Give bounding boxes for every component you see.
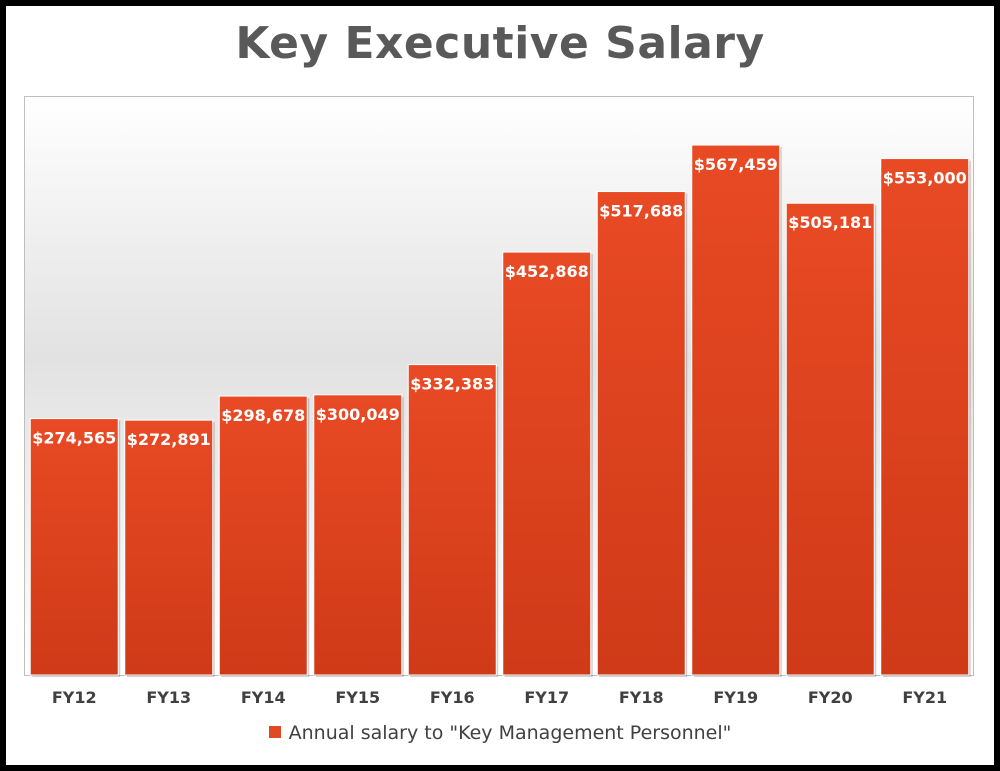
data-label: $332,383 — [410, 375, 494, 394]
x-tick-label: FY17 — [524, 688, 569, 707]
bar-fy15 — [313, 394, 403, 676]
bar-fy18 — [596, 191, 686, 676]
data-label: $300,049 — [316, 405, 400, 424]
x-tick-label: FY15 — [335, 688, 380, 707]
data-label: $567,459 — [694, 155, 778, 174]
data-label: $272,891 — [127, 430, 211, 449]
bar-fy13 — [124, 419, 214, 676]
x-tick-label: FY16 — [430, 688, 475, 707]
bar-fy20 — [785, 202, 875, 676]
bar-fy17 — [502, 251, 592, 676]
x-tick-label: FY21 — [902, 688, 947, 707]
bar-fy21 — [880, 158, 970, 676]
legend-swatch — [268, 726, 281, 738]
x-tick-label: FY14 — [241, 688, 286, 707]
x-tick-label: FY20 — [808, 688, 853, 707]
data-label: $517,688 — [599, 202, 683, 221]
data-label: $553,000 — [883, 169, 967, 188]
bar-fy16 — [407, 364, 497, 676]
legend: Annual salary to "Key Management Personn… — [0, 722, 1000, 744]
x-tick-label: FY12 — [52, 688, 97, 707]
bar-fy12 — [29, 418, 119, 676]
x-tick-label: FY19 — [713, 688, 758, 707]
x-tick-label: FY13 — [146, 688, 191, 707]
data-label: $274,565 — [32, 429, 116, 448]
bar-fy19 — [691, 144, 781, 676]
data-label: $298,678 — [221, 406, 305, 425]
chart-title: Key Executive Salary — [235, 18, 765, 69]
bar-fy14 — [218, 395, 308, 676]
legend-label: Annual salary to "Key Management Personn… — [288, 722, 732, 744]
x-tick-label: FY18 — [619, 688, 664, 707]
data-label: $505,181 — [788, 213, 872, 232]
data-label: $452,868 — [505, 262, 589, 281]
